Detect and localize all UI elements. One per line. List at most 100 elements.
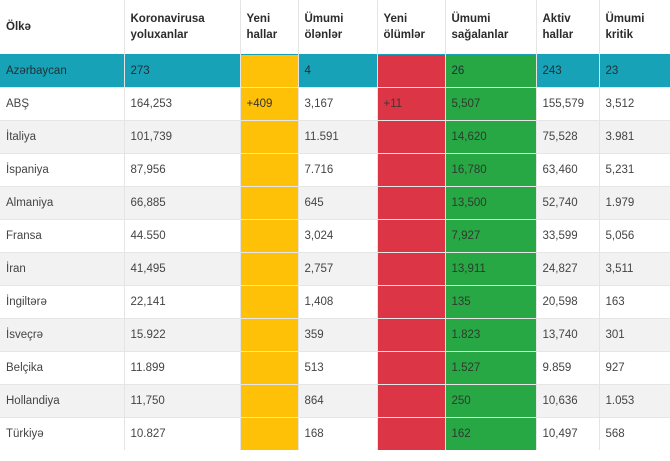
new-deaths-cell <box>377 318 446 352</box>
total-recovered-cell: 13,500 <box>445 186 537 220</box>
new-cases-cell <box>240 219 299 253</box>
infected-cell: 87,956 <box>124 153 241 187</box>
new-deaths-cell <box>377 285 446 319</box>
total-critical-cell: 1.053 <box>599 384 670 418</box>
new-cases-cell <box>240 120 299 154</box>
total-deaths-cell: 2,757 <box>298 252 378 286</box>
infected-cell: 15.922 <box>124 318 241 352</box>
total-critical-cell: 3,511 <box>599 252 670 286</box>
new-cases-header: Yeni hallar <box>240 0 299 55</box>
total-recovered-cell: 7,927 <box>445 219 537 253</box>
total-critical-cell: 23 <box>599 54 670 88</box>
total-recovered-cell: 16,780 <box>445 153 537 187</box>
header-label-line2: yoluxanlar <box>130 29 189 41</box>
active-cases-cell: 52,740 <box>536 186 600 220</box>
total-recovered-cell: 250 <box>445 384 537 418</box>
active-cases-cell: 20,598 <box>536 285 600 319</box>
new-cases-cell <box>240 186 299 220</box>
total-recovered-cell: 1.823 <box>445 318 537 352</box>
header-label-line1: Yeni <box>383 13 408 25</box>
country-cell: İran <box>0 252 125 286</box>
active-cases-cell: 33,599 <box>536 219 600 253</box>
total-deaths-cell: 864 <box>298 384 378 418</box>
infected-cell: 11,750 <box>124 384 241 418</box>
header-label-line1: Ümumi <box>605 13 645 25</box>
country-cell: Türkiyə <box>0 417 125 450</box>
table-row: İsveçrə 15.922 359 1.823 13,740 301 <box>0 318 670 352</box>
total-critical-cell: 3.981 <box>599 120 670 154</box>
country-header: Ölkə <box>0 0 125 55</box>
new-deaths-cell <box>377 351 446 385</box>
table-row: İngiltərə 22,141 1,408 135 20,598 163 <box>0 285 670 319</box>
new-deaths-cell <box>377 54 446 88</box>
table-row: Belçika 11.899 513 1.527 9.859 927 <box>0 351 670 385</box>
table-row: Almaniya 66,885 645 13,500 52,740 1.979 <box>0 186 670 220</box>
country-cell: Hollandiya <box>0 384 125 418</box>
new-cases-cell <box>240 384 299 418</box>
total-critical-cell: 1.979 <box>599 186 670 220</box>
table-row: Fransa 44.550 3,024 7,927 33,599 5,056 <box>0 219 670 253</box>
active-cases-cell: 9.859 <box>536 351 600 385</box>
infected-cell: 10.827 <box>124 417 241 450</box>
table-row: Hollandiya 11,750 864 250 10,636 1.053 <box>0 384 670 418</box>
total-deaths-cell: 645 <box>298 186 378 220</box>
total-critical-cell: 927 <box>599 351 670 385</box>
infected-cell: 273 <box>124 54 241 88</box>
header-label-line2: kritik <box>605 29 634 41</box>
total-recovered-header: Ümumi sağalanlar <box>445 0 537 55</box>
total-recovered-cell: 5,507 <box>445 87 537 121</box>
header-label-line1: Ümumi <box>304 13 344 25</box>
total-critical-cell: 163 <box>599 285 670 319</box>
total-deaths-cell: 3,024 <box>298 219 378 253</box>
total-critical-cell: 3,512 <box>599 87 670 121</box>
new-cases-cell <box>240 153 299 187</box>
header-label-line2: ölümlər <box>383 29 426 41</box>
new-deaths-cell <box>377 384 446 418</box>
new-deaths-cell <box>377 153 446 187</box>
new-deaths-cell <box>377 186 446 220</box>
header-label-line1: Koronavirusa <box>130 13 205 25</box>
country-cell: İsveçrə <box>0 318 125 352</box>
header-row: Ölkə Koronavirusa yoluxanlar Yeni hallar Ümum… <box>0 0 670 55</box>
table-row: İran 41,495 2,757 13,911 24,827 3,511 <box>0 252 670 286</box>
total-deaths-header: Ümumi ölənlər <box>298 0 378 55</box>
new-deaths-cell: +11 <box>377 87 446 121</box>
new-cases-cell <box>240 417 299 450</box>
active-cases-cell: 75,528 <box>536 120 600 154</box>
coronavirus-stats-table: Ölkə Koronavirusa yoluxanlar Yeni hallar Ümum… <box>0 0 670 450</box>
total-critical-cell: 5,056 <box>599 219 670 253</box>
table-header: Ölkə Koronavirusa yoluxanlar Yeni hallar Ümum… <box>0 0 670 55</box>
new-cases-cell <box>240 318 299 352</box>
table-row: ABŞ 164,253 +409 3,167 +11 5,507 155,579 3,512 <box>0 87 670 121</box>
active-cases-cell: 13,740 <box>536 318 600 352</box>
total-deaths-cell: 1,408 <box>298 285 378 319</box>
header-label-line2: hallar <box>246 29 278 41</box>
total-deaths-cell: 3,167 <box>298 87 378 121</box>
active-cases-cell: 63,460 <box>536 153 600 187</box>
country-cell: İtaliya <box>0 120 125 154</box>
new-cases-cell <box>240 351 299 385</box>
infected-cell: 164,253 <box>124 87 241 121</box>
country-cell: Almaniya <box>0 186 125 220</box>
header-label-line1: Aktiv <box>542 13 571 25</box>
total-deaths-cell: 513 <box>298 351 378 385</box>
total-recovered-cell: 1.527 <box>445 351 537 385</box>
total-critical-cell: 301 <box>599 318 670 352</box>
new-deaths-cell <box>377 252 446 286</box>
infected-cell: 11.899 <box>124 351 241 385</box>
country-cell: Belçika <box>0 351 125 385</box>
active-cases-cell: 10,497 <box>536 417 600 450</box>
new-deaths-header: Yeni ölümlər <box>377 0 446 55</box>
total-recovered-cell: 13,911 <box>445 252 537 286</box>
new-cases-cell <box>240 54 299 88</box>
new-deaths-cell <box>377 120 446 154</box>
active-cases-cell: 155,579 <box>536 87 600 121</box>
new-cases-cell <box>240 252 299 286</box>
country-cell: Azərbaycan <box>0 54 125 88</box>
active-cases-cell: 10,636 <box>536 384 600 418</box>
table-row-highlighted: Azərbaycan 273 4 26 243 23 <box>0 54 670 88</box>
header-label-line1: Yeni <box>246 13 271 25</box>
infected-cell: 101,739 <box>124 120 241 154</box>
header-label-line2: sağalanlar <box>451 29 509 41</box>
table-row: İspaniya 87,956 7.716 16,780 63,460 5,231 <box>0 153 670 187</box>
